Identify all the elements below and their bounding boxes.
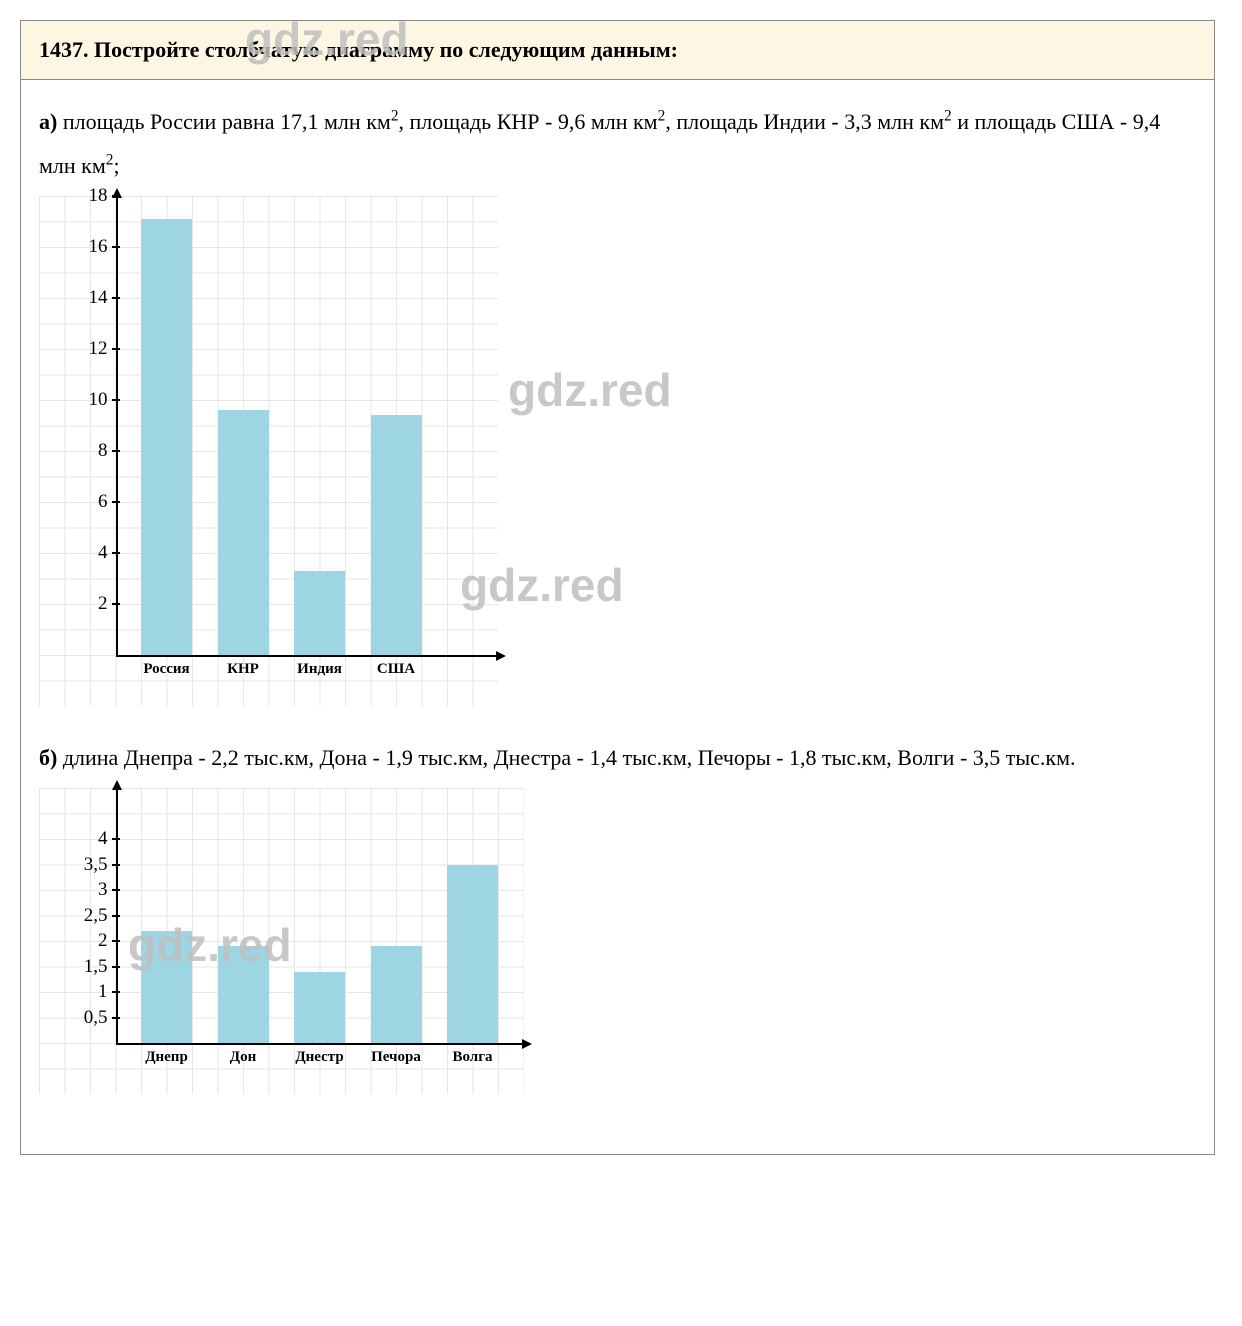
y-tick-label: 3: [39, 879, 108, 901]
problem-content: а) площадь России равна 17,1 млн км2, пл…: [21, 80, 1214, 1154]
x-category-label: Днепр: [128, 1049, 205, 1066]
x-category-label: Россия: [128, 661, 205, 678]
y-tick-mark: [112, 297, 120, 299]
y-tick-mark: [112, 552, 120, 554]
y-tick-label: 4: [39, 828, 108, 850]
y-tick-mark: [112, 991, 120, 993]
y-tick-label: 1,5: [39, 956, 108, 978]
bar-rect: [218, 946, 269, 1043]
bar-rect: [371, 415, 422, 655]
y-axis: [116, 196, 118, 655]
chart-b: 0,5 1 1,5 2 2,5 3 3,5 4 ДнепрДонДнестрПечораВолг…: [39, 788, 524, 1094]
y-tick-label: 2: [39, 930, 108, 952]
chart-b-wrap: 0,5 1 1,5 2 2,5 3 3,5 4 ДнепрДонДнестрПечораВолг…: [39, 788, 1196, 1094]
y-tick-mark: [112, 348, 120, 350]
y-tick-mark: [112, 195, 120, 197]
y-tick-mark: [112, 889, 120, 891]
y-tick-label: 6: [39, 491, 108, 513]
y-tick-label: 16: [39, 236, 108, 258]
y-tick-mark: [112, 838, 120, 840]
bar-rect: [294, 972, 345, 1043]
y-tick-label: 18: [39, 185, 108, 207]
y-tick-label: 2,5: [39, 905, 108, 927]
part-a-text: а) площадь России равна 17,1 млн км2, пл…: [39, 100, 1196, 188]
y-axis-arrow-icon: [112, 780, 122, 790]
x-axis: [116, 1043, 524, 1045]
bar-rect: [447, 865, 498, 1044]
y-tick-mark: [112, 246, 120, 248]
x-axis-arrow-icon: [496, 651, 506, 661]
y-tick-label: 12: [39, 338, 108, 360]
x-axis: [116, 655, 499, 657]
x-category-label: Дон: [205, 1049, 282, 1066]
y-tick-mark: [112, 450, 120, 452]
y-tick-label: 1: [39, 981, 108, 1003]
y-tick-mark: [112, 603, 120, 605]
y-tick-label: 4: [39, 542, 108, 564]
document-frame: 1437. Постройте столбчатую диаграмму по …: [20, 20, 1215, 1155]
part-b-text: б) длина Днепра - 2,2 тыс.км, Дона - 1,9…: [39, 736, 1196, 780]
y-tick-label: 3,5: [39, 854, 108, 876]
x-axis-arrow-icon: [522, 1039, 532, 1049]
x-category-label: США: [358, 661, 435, 678]
y-tick-label: 10: [39, 389, 108, 411]
y-tick-mark: [112, 915, 120, 917]
x-category-label: Индия: [281, 661, 358, 678]
x-category-label: КНР: [205, 661, 282, 678]
chart-a: 24681012141618РоссияКНРИндияСША: [39, 196, 498, 706]
x-category-label: Печора: [358, 1049, 435, 1066]
part-a-body: площадь России равна 17,1 млн км2, площа…: [39, 109, 1160, 178]
chart-a-wrap: 24681012141618РоссияКНРИндияСША: [39, 196, 1196, 706]
y-tick-label: 2: [39, 593, 108, 615]
part-b-label: б): [39, 745, 57, 770]
y-tick-label: 8: [39, 440, 108, 462]
y-tick-mark: [112, 1017, 120, 1019]
problem-title: 1437. Постройте столбчатую диаграмму по …: [21, 21, 1214, 80]
bar-rect: [141, 931, 192, 1043]
x-category-label: Днестр: [281, 1049, 358, 1066]
y-tick-mark: [112, 501, 120, 503]
bar-rect: [371, 946, 422, 1043]
y-tick-label: 14: [39, 287, 108, 309]
part-b-body: длина Днепра - 2,2 тыс.км, Дона - 1,9 ты…: [63, 745, 1076, 770]
y-tick-mark: [112, 864, 120, 866]
bar-rect: [294, 571, 345, 655]
y-tick-mark: [112, 940, 120, 942]
bar-rect: [218, 410, 269, 655]
y-tick-label: 0,5: [39, 1007, 108, 1029]
y-tick-mark: [112, 966, 120, 968]
y-tick-mark: [112, 399, 120, 401]
bar-rect: [141, 219, 192, 655]
part-a-label: а): [39, 109, 57, 134]
x-category-label: Волга: [434, 1049, 511, 1066]
